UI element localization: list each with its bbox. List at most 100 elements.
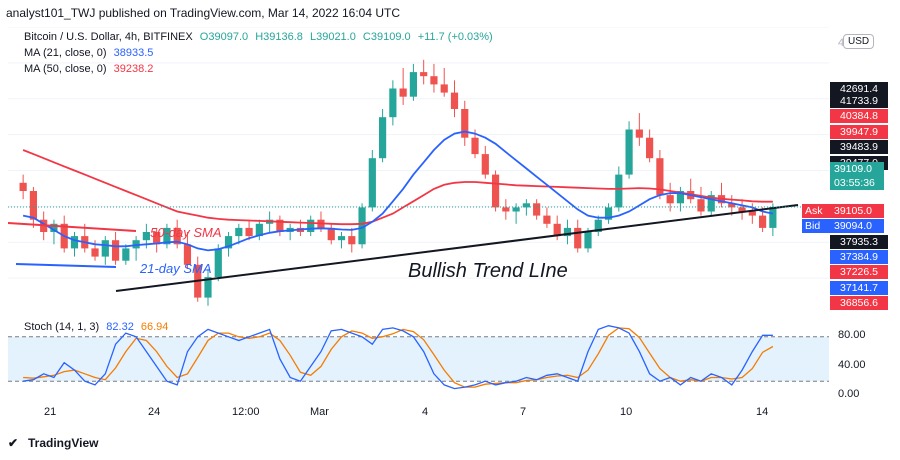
- price-axis-label: 39483.9: [830, 140, 888, 154]
- ma50-value: 39238.2: [113, 63, 154, 75]
- candle-body: [604, 207, 613, 220]
- candle-body: [111, 240, 120, 261]
- price-axis-label: 37384.9: [830, 250, 888, 264]
- logo-mark-icon: ✔: [8, 436, 19, 450]
- stoch-panel[interactable]: Stoch (14, 1, 3) 82.32 66.94: [8, 316, 829, 402]
- trend-line-annotation: Bullish Trend LIne: [408, 260, 568, 282]
- time-axis-label: 24: [148, 406, 161, 418]
- candle-body: [379, 117, 387, 159]
- time-axis-label: 12:00: [232, 406, 260, 418]
- stoch-d-value: 66.94: [140, 321, 169, 333]
- ma21-label: MA (21, close, 0): [24, 47, 107, 59]
- stoch-d-line: [23, 327, 774, 388]
- candle-body: [635, 129, 643, 138]
- ohlc-low: L39021.0: [309, 31, 356, 43]
- candle-body: [543, 215, 551, 224]
- candle-body: [214, 248, 222, 278]
- candle-body: [522, 203, 530, 208]
- candle-body: [29, 191, 37, 220]
- candle-body: [307, 219, 315, 232]
- footer-brand: TradingView: [28, 436, 99, 450]
- candle-body: [204, 277, 212, 298]
- ohlc-change: +11.7 (+0.03%): [417, 31, 493, 43]
- candle-body: [440, 84, 448, 93]
- candle-body: [533, 203, 541, 216]
- candle-body: [502, 207, 510, 212]
- candle-body: [707, 195, 715, 212]
- ohlc-high: H39136.8: [255, 31, 303, 43]
- ohlc-close: C39109.0: [362, 31, 411, 43]
- stoch-chart[interactable]: [8, 316, 829, 402]
- candle-body: [348, 236, 356, 245]
- candle-body: [122, 248, 130, 261]
- bid-price: 39094.0: [830, 219, 884, 233]
- candle-body: [481, 154, 489, 175]
- ma50-line: [22, 149, 773, 226]
- price-panel[interactable]: 50-day SMA 21-day SMA Bullish Trend LIne B…: [7, 26, 829, 314]
- published-header: analyst101_TWJ published on TradingView.…: [6, 6, 400, 20]
- candle-body: [70, 236, 79, 249]
- candle-body: [461, 109, 469, 138]
- candle-body: [163, 227, 171, 245]
- candle-body: [594, 219, 602, 232]
- ma21-legend: MA (21, close, 0) 38933.5: [24, 47, 157, 59]
- ohlc-open: O39097.0: [199, 31, 249, 43]
- candlestick-chart[interactable]: 50-day SMA 21-day SMA Bullish Trend LIne: [7, 26, 829, 314]
- candle-body: [368, 158, 376, 208]
- time-axis-label: 10: [620, 406, 633, 418]
- price-axis-label: 40384.8: [830, 109, 888, 123]
- time-axis-label: 14: [756, 406, 769, 418]
- candle-body: [666, 195, 674, 204]
- candle-body: [697, 199, 705, 212]
- bullish-trend-line: [115, 204, 799, 292]
- candle-body: [676, 191, 685, 204]
- candle-body: [245, 227, 253, 237]
- candle-body: [738, 207, 746, 212]
- price-axis-label: 37226.5: [830, 265, 888, 279]
- ma50-legend: MA (50, close, 0) 39238.2: [24, 63, 157, 75]
- stoch-k-line: [23, 325, 773, 390]
- ma50-label: MA (50, close, 0): [24, 63, 107, 75]
- bar-countdown: 03:55:36: [834, 177, 875, 189]
- candle-body: [563, 227, 572, 237]
- candle-body: [173, 227, 181, 245]
- candle-body: [327, 227, 335, 241]
- ask-tag: Ask: [802, 204, 835, 218]
- candle-body: [358, 207, 366, 245]
- candle-body: [728, 203, 736, 208]
- candle-body: [142, 232, 150, 241]
- candle-body: [183, 244, 192, 265]
- time-axis-label: Mar: [310, 406, 329, 418]
- price-axis-label: 37935.3: [830, 235, 888, 249]
- stoch-axis-0: 0.00: [838, 388, 860, 400]
- candle-body: [615, 174, 623, 208]
- candle-body: [255, 223, 263, 237]
- sma50-annotation: 50-day SMA: [150, 225, 222, 240]
- candle-body: [276, 219, 284, 232]
- sma50-annotation-line: [7, 222, 137, 232]
- stoch-axis-80: 80.00: [838, 329, 866, 341]
- candle-body: [450, 92, 459, 109]
- price-axis-label: 36856.6: [830, 296, 888, 310]
- candle-body: [235, 227, 243, 237]
- time-axis[interactable]: 21 24 12:00 Mar 4 7 10 14: [8, 404, 829, 424]
- candle-body: [420, 72, 428, 77]
- stoch-axis-40: 40.00: [838, 359, 866, 371]
- bid-tag: Bid: [802, 219, 835, 233]
- candle-body: [748, 211, 756, 216]
- candle-body: [224, 236, 233, 249]
- ma21-value: 38933.5: [113, 47, 154, 59]
- currency-button[interactable]: USD: [843, 34, 875, 49]
- candle-body: [574, 227, 582, 249]
- symbol-name: Bitcoin / U.S. Dollar, 4h, BITFINEX: [24, 31, 193, 43]
- stoch-legend: Stoch (14, 1, 3) 82.32 66.94: [24, 321, 172, 333]
- candle-body: [430, 76, 438, 85]
- symbol-legend: Bitcoin / U.S. Dollar, 4h, BITFINEX O390…: [24, 31, 497, 43]
- candle-body: [337, 236, 346, 241]
- sma21-annotation-line: [15, 263, 117, 268]
- candle-body: [471, 137, 479, 155]
- candle-body: [625, 129, 633, 175]
- stoch-k-value: 82.32: [106, 321, 134, 333]
- candle-body: [656, 158, 664, 196]
- ma21-line: [22, 130, 774, 252]
